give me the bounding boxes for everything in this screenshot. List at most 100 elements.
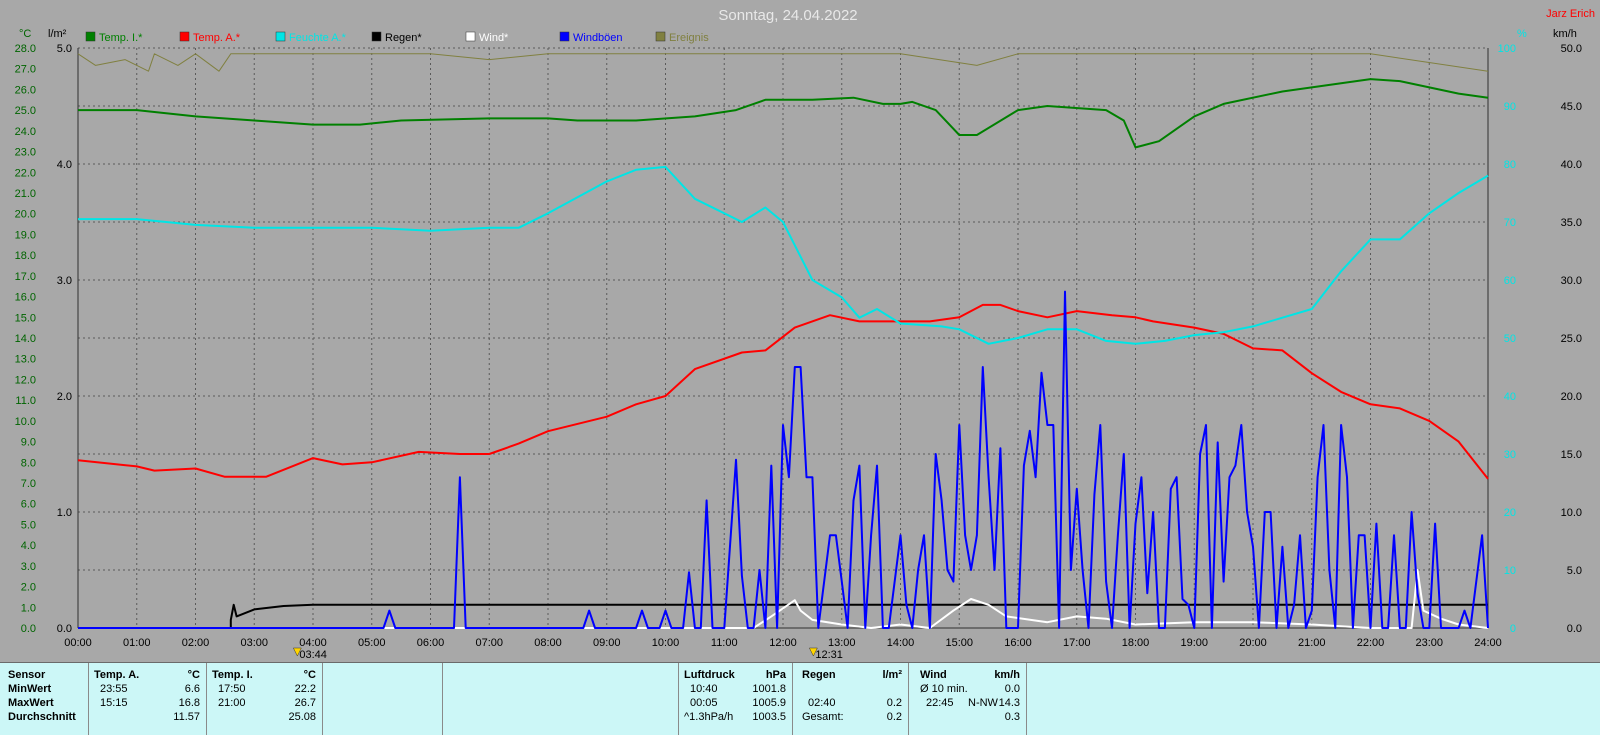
temp-tick-label: 13.0 (15, 354, 36, 366)
pct-tick-label: 20 (1504, 507, 1516, 519)
stats-sensor-header: Sensor (8, 669, 46, 681)
legend: Temp. I.* Temp. A.* Feuchte A.* Regen* Wind*… (85, 31, 709, 44)
series-line (78, 603, 1488, 629)
temp-tick-label: 6.0 (21, 499, 36, 511)
stats-empty-col-1 (322, 663, 443, 735)
legend-label: Ereignis (669, 32, 709, 44)
time-tick-label: 01:00 (123, 637, 151, 649)
stats-pressure-col: Luftdruck hPa 10:40 1001.8 00:05 1005.9 … (678, 663, 793, 735)
temp-tick-label: 19.0 (15, 229, 36, 241)
time-tick-label: 23:00 (1415, 637, 1443, 649)
legend-swatch (275, 31, 286, 42)
wind-min-value: 0.0 (1004, 683, 1020, 695)
time-tick-label: 04:00 (299, 637, 327, 649)
temp-tick-label: 7.0 (21, 478, 36, 490)
temp-tick-label: 28.0 (15, 43, 36, 55)
sunrise-marker (292, 647, 302, 657)
stats-sensor-col: Sensor MinWert MaxWert Durchschnitt (0, 663, 89, 735)
series-line (77, 303, 1489, 480)
wind-tick-label: 45.0 (1561, 101, 1582, 113)
pct-tick-label: 90 (1504, 101, 1516, 113)
axes-layer: 28.0 27.0 26.0 25.0 24.0 23.0 22.0 21.0 20.0 19.0… (15, 43, 1582, 661)
wind-tick-label: 10.0 (1561, 507, 1582, 519)
time-tick-label: 19:00 (1180, 637, 1208, 649)
time-tick-label: 02:00 (182, 637, 210, 649)
temp-a-header: Temp. A. (94, 669, 140, 681)
time-tick-label: 09:00 (593, 637, 621, 649)
wind-tick-label: 40.0 (1561, 159, 1582, 171)
wind-avg-value: 0.3 (1004, 711, 1020, 723)
temp-tick-label: 14.0 (15, 333, 36, 345)
pct-tick-label: 100 (1498, 43, 1516, 55)
temp-tick-label: 1.0 (21, 602, 36, 614)
noon-marker (808, 647, 818, 657)
series-line (78, 290, 1489, 629)
wind-tick-label: 30.0 (1561, 275, 1582, 287)
wind-max-time: 22:45 (926, 697, 954, 709)
series-line (77, 53, 1489, 72)
legend-swatch (465, 31, 476, 42)
legend-label: Regen* (385, 32, 422, 44)
author-label: Jarz Erich (1546, 8, 1595, 20)
pct-tick-label: 80 (1504, 159, 1516, 171)
legend-swatch (85, 31, 96, 42)
time-tick-label: 18:00 (1122, 637, 1150, 649)
temp-tick-label: 11.0 (15, 395, 36, 407)
temp-tick-label: 10.0 (15, 416, 36, 428)
legend-swatch (179, 31, 190, 42)
time-tick-label: 22:00 (1357, 637, 1385, 649)
time-tick-label: 15:00 (945, 637, 973, 649)
weather-chart: 28.0 27.0 26.0 25.0 24.0 23.0 22.0 21.0 20.0 19.0… (15, 7, 1595, 661)
legend-label: Windböen (573, 32, 623, 44)
wind-avg10-label: Ø 10 min. (920, 683, 968, 695)
series-layer (77, 53, 1489, 629)
series-line (78, 78, 1489, 149)
wind-tick-label: 25.0 (1561, 333, 1582, 345)
time-tick-label: 17:00 (1063, 637, 1091, 649)
stats-temp-i-col: Temp. I. °C 17:50 22.2 21:00 26.7 25.08 (206, 663, 323, 735)
time-tick-label: 03:00 (240, 637, 268, 649)
temp-tick-label: 8.0 (21, 457, 36, 469)
wind-tick-label: 20.0 (1561, 391, 1582, 403)
temp-tick-label: 15.0 (15, 312, 36, 324)
temp-a-avg-value: 11.57 (173, 711, 200, 723)
pct-tick-label: 40 (1504, 391, 1516, 403)
rain-tick-label: 4.0 (57, 159, 72, 171)
time-tick-label: 14:00 (887, 637, 915, 649)
temp-tick-label: 9.0 (21, 437, 36, 449)
temp-tick-label: 16.0 (15, 292, 36, 304)
pct-tick-label: 10 (1504, 565, 1516, 577)
temp-tick-label: 3.0 (21, 561, 36, 573)
rain-tick-label: 0.0 (57, 623, 72, 635)
time-tick-label: 24:00 (1474, 637, 1502, 649)
wind-tick-label: 0.0 (1567, 623, 1582, 635)
wind-tick-label: 50.0 (1561, 43, 1582, 55)
legend-label: Temp. A.* (193, 32, 241, 44)
temp-tick-label: 20.0 (15, 209, 36, 221)
pressure-trend: ^1.3hPa/h (684, 711, 734, 723)
rain-total-value: 0.2 (886, 711, 902, 723)
pct-unit-label: % (1517, 28, 1527, 40)
temp-a-unit: °C (187, 669, 200, 681)
wind-unit: km/h (994, 669, 1020, 681)
pressure-max-time: 00:05 (690, 697, 718, 709)
temp-a-min-value: 6.6 (184, 683, 200, 695)
temp-tick-label: 18.0 (15, 250, 36, 262)
temp-tick-label: 17.0 (15, 271, 36, 283)
legend-label: Wind* (479, 32, 509, 44)
temp-a-max-time: 15:15 (100, 697, 128, 709)
legend-label: Temp. I.* (99, 32, 143, 44)
rain-tick-label: 5.0 (57, 43, 72, 55)
temp-tick-label: 5.0 (21, 519, 36, 531)
temp-tick-label: 23.0 (15, 147, 36, 159)
time-tick-label: 08:00 (534, 637, 562, 649)
wind-max-direction: N-NW (968, 697, 998, 709)
temp-tick-label: 24.0 (15, 126, 36, 138)
time-tick-label: 06:00 (417, 637, 445, 649)
sunrise-label: 03:44 (299, 649, 327, 661)
wind-header: Wind (920, 669, 947, 681)
temp-a-max-value: 16.8 (178, 697, 200, 709)
time-tick-label: 05:00 (358, 637, 386, 649)
stats-temp-a-col: Temp. A. °C 23:55 6.6 15:15 16.8 11.57 (88, 663, 207, 735)
pressure-min-value: 1001.8 (752, 683, 786, 695)
